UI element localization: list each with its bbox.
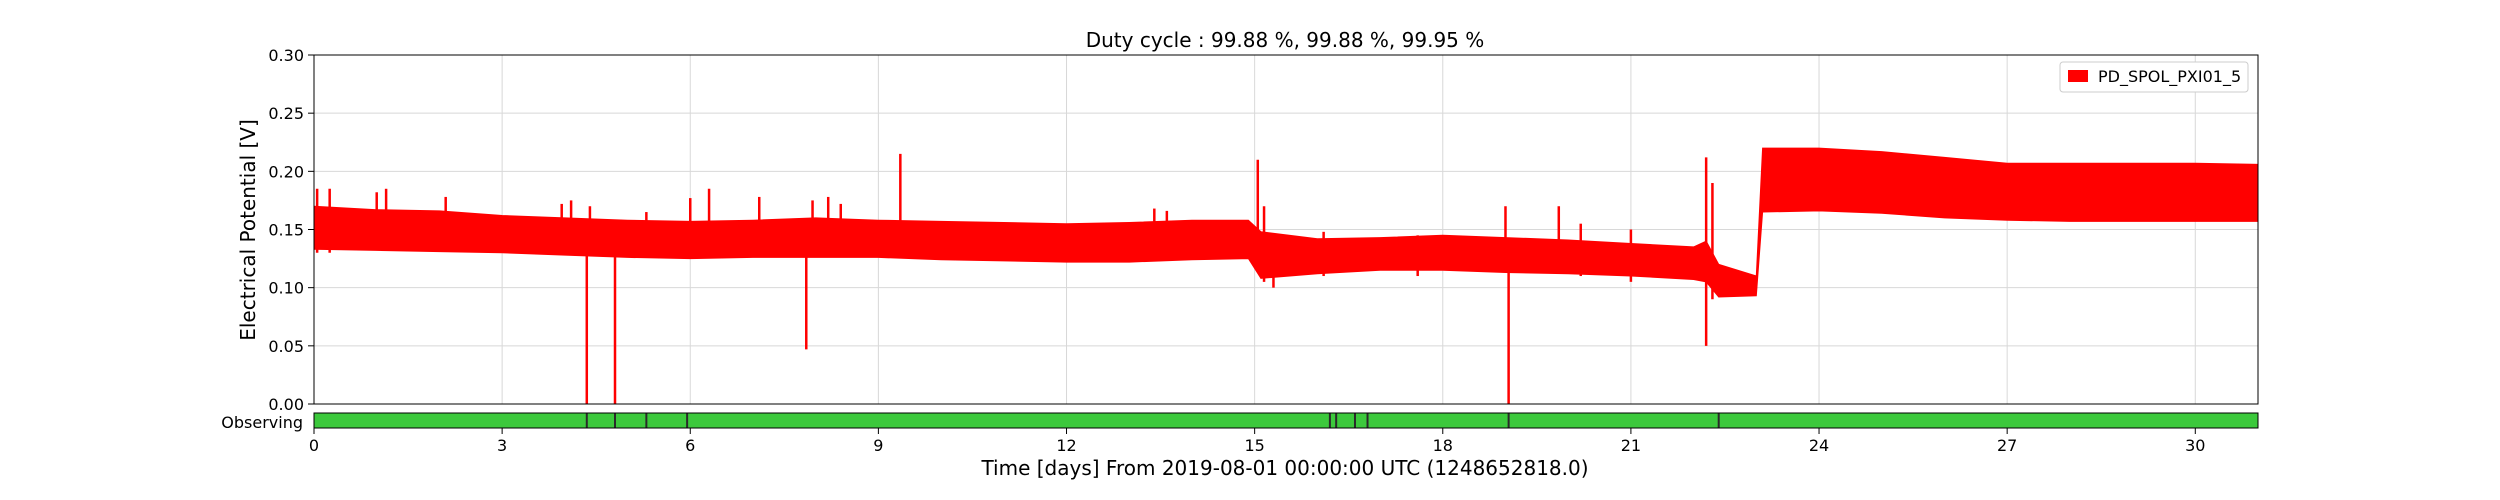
- observing-label: Observing: [221, 413, 303, 432]
- plot-area: [313, 54, 2259, 405]
- observing-bar: [314, 413, 2258, 428]
- y-tick-label: 0.20: [268, 162, 304, 181]
- x-axis-ticks: 0 3 6 9 12 15 18 21 24 27 30: [309, 428, 2205, 455]
- y-tick-label: 0.10: [268, 279, 304, 298]
- y-tick-label: 0.15: [268, 221, 304, 240]
- observing-bar-frame: [313, 412, 2259, 429]
- x-tick-label: 0: [309, 436, 319, 455]
- legend-box: [2059, 61, 2249, 93]
- y-axis-label: Electrical Potential [V]: [236, 119, 260, 341]
- y-axis-ticks: 0.00 0.05 0.10 0.15 0.20 0.25 0.30: [268, 46, 314, 414]
- x-tick-label: 6: [685, 436, 695, 455]
- x-tick-label: 3: [497, 436, 507, 455]
- x-tick-label: 12: [1056, 436, 1076, 455]
- y-tick-label: 0.30: [268, 46, 304, 65]
- legend-swatch: [2068, 70, 2088, 82]
- y-tick-label: 0.05: [268, 337, 304, 356]
- x-tick-label: 9: [873, 436, 883, 455]
- chart-title: Duty cycle : 99.88 %, 99.88 %, 99.95 %: [1086, 28, 1485, 52]
- x-tick-label: 24: [1809, 436, 1829, 455]
- legend-label: PD_SPOL_PXI01_5: [2098, 67, 2241, 87]
- x-tick-label: 30: [2185, 436, 2205, 455]
- x-tick-label: 27: [1997, 436, 2017, 455]
- legend: PD_SPOL_PXI01_5: [2059, 61, 2249, 93]
- y-tick-label: 0.00: [268, 395, 304, 414]
- x-axis-label: Time [days] From 2019-08-01 00:00:00 UTC…: [980, 456, 1588, 480]
- y-tick-label: 0.25: [268, 104, 304, 123]
- x-tick-label: 21: [1621, 436, 1641, 455]
- observing-state-bar: Observing: [221, 412, 2259, 432]
- x-tick-label: 15: [1244, 436, 1264, 455]
- observing-gaps: [585, 413, 1720, 428]
- x-tick-label: 18: [1433, 436, 1453, 455]
